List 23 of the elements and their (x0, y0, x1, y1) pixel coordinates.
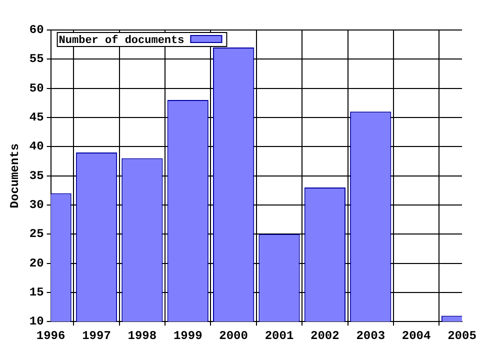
x-tick-label: 1996 (36, 328, 66, 343)
x-tick-label: 2004 (402, 328, 431, 343)
x-tick-label: 1998 (128, 328, 157, 343)
y-tick-label: 40 (29, 140, 44, 154)
y-tick-label: 10 (29, 314, 44, 329)
x-tick-label: 1997 (82, 328, 111, 343)
y-tick-label: 25 (29, 227, 44, 242)
x-tick-label: 1999 (173, 328, 202, 343)
y-tick-label: 60 (29, 23, 44, 38)
y-tick-label: 35 (29, 168, 44, 183)
y-tick-label: 45 (29, 110, 44, 124)
y-tick-label: 30 (29, 198, 44, 212)
x-tick-label: 2003 (356, 328, 386, 343)
y-tick-label: 15 (29, 285, 44, 300)
legend-label: Number of documents (58, 34, 184, 47)
x-tick-label: 2005 (448, 328, 476, 343)
x-tick-label: 2002 (310, 328, 340, 343)
y-axis-title: Documents (8, 143, 22, 208)
x-tick-label: 2001 (264, 328, 294, 343)
y-tick-label: 20 (29, 256, 44, 270)
y-tick-label: 50 (29, 81, 44, 96)
y-tick-label: 55 (29, 52, 44, 66)
x-tick-label: 2000 (219, 328, 248, 343)
